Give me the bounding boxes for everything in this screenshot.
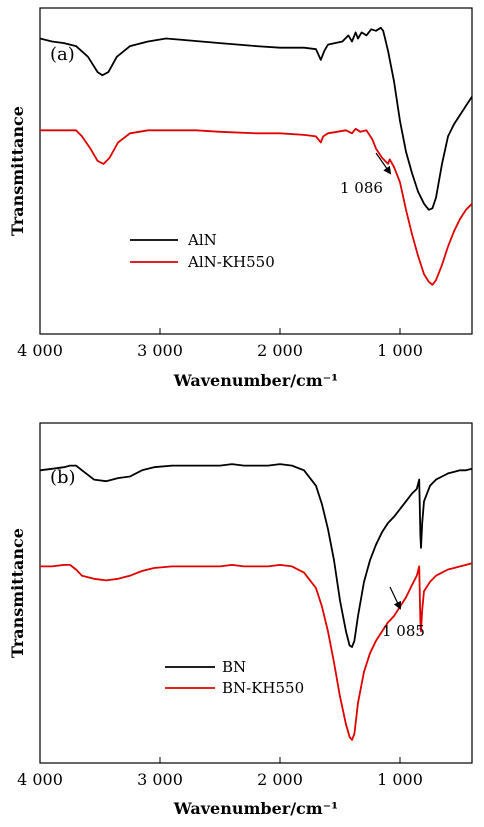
- annotation-arrow-1086: [375, 152, 392, 175]
- legend-label-bn-kh550: BN-KH550: [222, 679, 304, 697]
- panel-a: (a) Transmittance Wavenumber/cm⁻¹ 4 000 …: [8, 7, 473, 390]
- panel-a-label: (a): [50, 44, 75, 65]
- series-line-bn-kh550: [40, 562, 473, 741]
- panel-a-xtick-label-3000: 3 000: [137, 341, 183, 360]
- panel-b-ylabel: Transmittance: [8, 528, 27, 658]
- panel-b-xtick-label-4000: 4 000: [17, 770, 63, 789]
- panel-b-frame: [39, 422, 473, 764]
- annotation-arrow-1085: [389, 586, 402, 610]
- panel-b-xtick-label-2000: 2 000: [257, 770, 303, 789]
- annotation-label-1085: 1 085: [382, 622, 425, 640]
- panel-a-legend: AlN AlN-KH550: [130, 231, 275, 271]
- series-line-aln: [39, 26, 473, 211]
- panel-b-xtick-label-1000: 1 000: [377, 770, 423, 789]
- panel-b-legend: BN BN-KH550: [165, 658, 304, 697]
- legend-label-bn: BN: [222, 658, 246, 676]
- legend-label-aln-kh550: AlN-KH550: [187, 253, 275, 271]
- panel-b-label: (b): [50, 467, 76, 488]
- annotation-label-1086: 1 086: [340, 179, 383, 197]
- panel-a-xticks: 4 000 3 000 2 000 1 000: [17, 328, 423, 360]
- panel-b-xtick-label-3000: 3 000: [137, 770, 183, 789]
- legend-label-aln: AlN: [187, 231, 217, 249]
- panel-a-ylabel: Transmittance: [8, 106, 27, 236]
- panel-b-xlabel: Wavenumber/cm⁻¹: [173, 799, 338, 818]
- panel-a-xtick-label-2000: 2 000: [257, 341, 303, 360]
- series-line-bn: [39, 463, 473, 648]
- panel-a-xtick-label-1000: 1 000: [377, 341, 423, 360]
- panel-a-xtick-label-4000: 4 000: [17, 341, 63, 360]
- panel-a-xlabel: Wavenumber/cm⁻¹: [173, 371, 338, 390]
- panel-a-frame: [39, 7, 473, 335]
- series-line-aln-kh550: [40, 127, 473, 286]
- panel-b: (b) Transmittance Wavenumber/cm⁻¹ 4 000 …: [8, 422, 473, 818]
- panel-b-xticks: 4 000 3 000 2 000 1 000: [17, 757, 423, 789]
